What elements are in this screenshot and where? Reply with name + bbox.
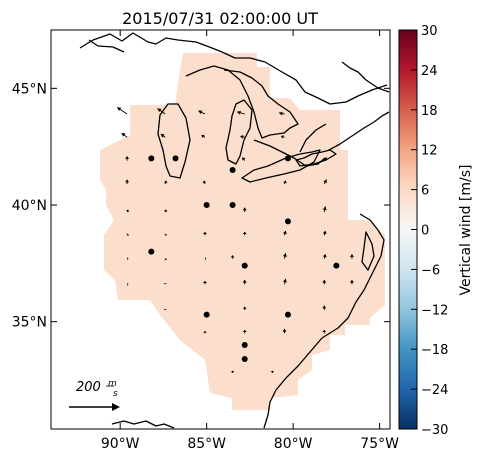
wind-vector: [116, 107, 128, 115]
colorbar-tick-label: −24: [421, 383, 448, 398]
wind-vector: [160, 133, 166, 138]
x-tick-label: 85°W: [187, 436, 226, 452]
wind-vector: [322, 279, 327, 285]
wind-vector: [204, 256, 207, 261]
wind-vector: [127, 256, 129, 261]
wind-vector: [164, 257, 168, 261]
wind-vector: [236, 110, 245, 115]
vertical-wind-field: [100, 53, 385, 410]
colorbar-tick-label: 0: [421, 224, 429, 239]
wind-vector: [322, 305, 327, 310]
wind-vector: [322, 230, 327, 236]
wind-vector: [242, 207, 247, 212]
wind-vector: [322, 254, 327, 259]
station-dot: [241, 262, 248, 269]
reference-arrow-key: 200 m s: [69, 375, 121, 411]
wind-vector: [282, 328, 287, 334]
wind-vector: [242, 157, 246, 161]
station-dot: [241, 356, 248, 362]
wind-vector: [242, 279, 247, 285]
wind-vector: [202, 281, 207, 285]
wind-vector: [125, 179, 130, 184]
colorbar-tick-label: −18: [421, 343, 448, 358]
wind-vector: [202, 232, 207, 236]
station-dot: [284, 218, 291, 225]
station-dot: [333, 262, 340, 269]
wind-vector: [278, 111, 285, 116]
wind-vector: [230, 370, 235, 373]
wind-vector: [323, 157, 327, 161]
y-tick-label: 35°N: [12, 315, 47, 331]
wind-vector: [126, 233, 129, 237]
station-dot: [148, 248, 155, 255]
station-dot: [203, 202, 210, 208]
x-tick-label: 75°W: [360, 436, 399, 452]
wind-vector: [322, 330, 327, 334]
station-dot: [229, 167, 236, 173]
station-dot: [284, 311, 291, 318]
colorbar-tick-label: 12: [421, 144, 438, 159]
wind-vector: [121, 132, 128, 138]
colorbar-label: Vertical wind [m/s]: [458, 165, 474, 296]
map-panel: 200 m s: [51, 30, 390, 429]
wind-vector: [283, 180, 287, 185]
map-frame: [50, 29, 391, 430]
station-dot: [148, 155, 155, 162]
wind-vector: [201, 134, 206, 139]
wind-vector: [163, 308, 168, 310]
wind-vector: [282, 230, 287, 236]
station-dot: [203, 311, 210, 318]
wind-vector: [202, 331, 207, 334]
coastlines: [79, 32, 390, 429]
colorbar-tick-label: 6: [421, 184, 429, 199]
wind-vector: [349, 254, 354, 259]
station-dot: [172, 155, 179, 162]
wind-vector: [163, 283, 168, 285]
map-title: 2015/07/31 02:00:00 UT: [122, 9, 318, 28]
colorbar-tick-label: 24: [421, 64, 438, 79]
wind-vector: [322, 206, 327, 213]
wind-vectors: [116, 107, 354, 373]
y-tick-label: 45°N: [12, 81, 47, 97]
wind-vector: [242, 330, 247, 334]
x-tick-label: 90°W: [101, 436, 140, 452]
wind-vector: [230, 255, 235, 259]
reference-arrow-head: [112, 403, 120, 411]
wind-vector: [282, 278, 287, 285]
colorbar-tick-label: −6: [421, 263, 440, 278]
wind-vector: [164, 233, 168, 237]
wind-vector: [127, 282, 129, 287]
wind-vector: [323, 179, 327, 185]
y-tick-label: 40°N: [12, 198, 47, 214]
wind-vector: [281, 134, 285, 139]
wind-vector: [163, 209, 168, 213]
wind-vector: [349, 279, 354, 285]
wind-vector: [242, 306, 247, 310]
colorbar: 30 24 18 12 6 0 −6 −12 −18 −24 −30 Vertical wind […: [398, 24, 474, 438]
station-markers: [148, 155, 340, 362]
colorbar-ticks: 30 24 18 12 6 0 −6 −12 −18 −24 −30: [411, 24, 448, 438]
y-axis: 35°N 40°N 45°N: [12, 81, 390, 331]
wind-vector: [198, 110, 206, 115]
wind-vector: [282, 253, 287, 259]
colorbar-tick-label: −12: [421, 303, 448, 318]
wind-vector: [157, 108, 166, 115]
wind-vector: [202, 180, 207, 185]
wind-vector: [242, 232, 247, 236]
reference-arrow-label: 200 m s: [76, 375, 121, 399]
x-axis: 90°W 85°W 80°W 75°W: [101, 30, 399, 452]
wind-vector: [270, 370, 275, 373]
colorbar-tick-label: 18: [421, 104, 438, 119]
colorbar-tick-label: 30: [421, 24, 438, 39]
wind-vector: [240, 134, 245, 139]
wind-vector: [125, 156, 130, 161]
x-tick-label: 80°W: [274, 436, 313, 452]
wind-vector: [163, 180, 168, 185]
station-dot: [241, 342, 248, 348]
station-dot: [229, 202, 236, 208]
station-dot: [284, 155, 291, 162]
colorbar-tick-label: −30: [421, 423, 448, 438]
wind-vector: [125, 209, 130, 213]
